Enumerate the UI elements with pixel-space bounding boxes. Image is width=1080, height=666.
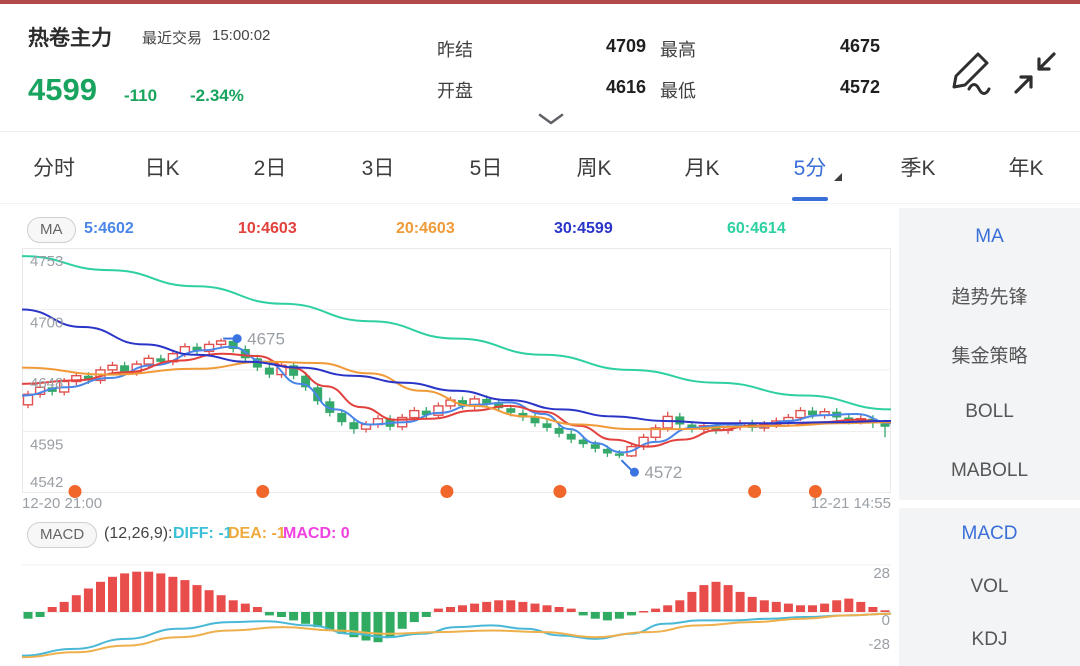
macd-diff-legend: DIFF: -1	[173, 525, 233, 542]
x-axis-start-label: 12-20 21:00	[22, 495, 103, 512]
tab-dropdown-corner-icon	[834, 173, 842, 181]
sidebar-item-maboll[interactable]: MABOLL	[950, 459, 1029, 481]
tab-5day[interactable]: 5日	[469, 157, 503, 180]
tab-daily[interactable]: 日K	[144, 157, 180, 180]
price-change: -110	[124, 86, 158, 105]
sidebar-item-boll[interactable]: BOLL	[965, 401, 1014, 423]
svg-text:4542: 4542	[30, 474, 63, 491]
last-price: 4599	[28, 72, 97, 107]
collapse-arrows-icon[interactable]	[1010, 50, 1058, 96]
svg-text:4595: 4595	[30, 437, 63, 454]
open-label: 开盘	[437, 81, 473, 101]
tab-yearly[interactable]: 年K	[1008, 157, 1044, 180]
tab-minute[interactable]: 分时	[33, 157, 75, 180]
macd-indicator-pill[interactable]: MACD	[27, 522, 98, 548]
tab-monthly[interactable]: 月K	[684, 157, 720, 180]
price-change-percent: -2.34%	[190, 86, 244, 105]
x-axis-end-label: 12-21 14:55	[810, 495, 891, 512]
tab-3day[interactable]: 3日	[361, 157, 395, 180]
sidebar-item-kdj[interactable]: KDJ	[971, 628, 1008, 650]
macd-ytick-top: 28	[873, 565, 890, 582]
macd-dea-legend: DEA: -1	[228, 525, 286, 542]
sidebar-item-ma[interactable]: MA	[975, 226, 1004, 248]
ma60-legend: 60:4614	[727, 220, 786, 237]
macd-params: (12,26,9):	[104, 525, 173, 542]
contract-name: 热卷主力	[28, 27, 112, 50]
sidebar-item-jijin-strategy[interactable]: 集金策略	[951, 345, 1028, 367]
open-value: 4616	[605, 77, 646, 97]
tab-2day[interactable]: 2日	[253, 157, 287, 180]
macd-value-legend: MACD: 0	[283, 525, 350, 542]
tab-weekly[interactable]: 周K	[576, 157, 612, 180]
tab-5min[interactable]: 5分	[756, 131, 864, 203]
svg-text:4700: 4700	[30, 315, 63, 332]
svg-text:4648: 4648	[30, 375, 63, 392]
sidebar-item-trend-pioneer[interactable]: 趋势先锋	[951, 287, 1028, 309]
svg-text:4675: 4675	[247, 330, 285, 349]
sidebar-item-vol[interactable]: VOL	[970, 576, 1009, 597]
high-value: 4675	[839, 36, 880, 56]
last-trade-time: 15:00:02	[212, 27, 271, 44]
ma10-legend: 10:4603	[238, 220, 297, 237]
active-tab-underline	[792, 197, 828, 201]
chevron-down-icon[interactable]	[536, 112, 566, 126]
tab-quarterly[interactable]: 季K	[900, 157, 936, 180]
svg-text:4572: 4572	[644, 463, 682, 482]
sub-indicator-panel: MACD VOL KDJ	[899, 508, 1080, 666]
high-label: 最高	[660, 40, 696, 60]
candlestick-chart[interactable]: 4675 4572 4753 4700 4648 4595 4542	[21, 248, 892, 498]
draw-annotation-icon[interactable]	[945, 48, 993, 96]
ma20-legend: 20:4603	[396, 220, 455, 237]
low-value: 4572	[839, 77, 880, 97]
top-accent-bar	[0, 0, 1080, 4]
svg-text:4753: 4753	[30, 253, 63, 270]
quote-header: 热卷主力 最近交易 15:00:02 4599 -110 -2.34% 昨结 4…	[0, 4, 1080, 132]
last-trade-label: 最近交易	[142, 30, 203, 47]
macd-ytick-bottom: -28	[868, 636, 890, 653]
ma5-legend: 5:4602	[84, 220, 134, 237]
prev-settle-value: 4709	[605, 36, 646, 56]
period-tabbar: 分时 日K 2日 3日 5日 周K 月K 5分 季K 年K	[0, 131, 1080, 204]
ma30-legend: 30:4599	[554, 220, 613, 237]
macd-chart[interactable]	[21, 555, 892, 666]
sidebar-item-macd[interactable]: MACD	[961, 523, 1018, 545]
macd-ytick-zero: 0	[881, 612, 890, 629]
prev-settle-label: 昨结	[437, 40, 473, 60]
ma-indicator-pill[interactable]: MA	[27, 217, 76, 243]
overlay-indicator-panel: MA 趋势先锋 集金策略 BOLL MABOLL	[899, 208, 1080, 500]
low-label: 最低	[660, 81, 696, 101]
